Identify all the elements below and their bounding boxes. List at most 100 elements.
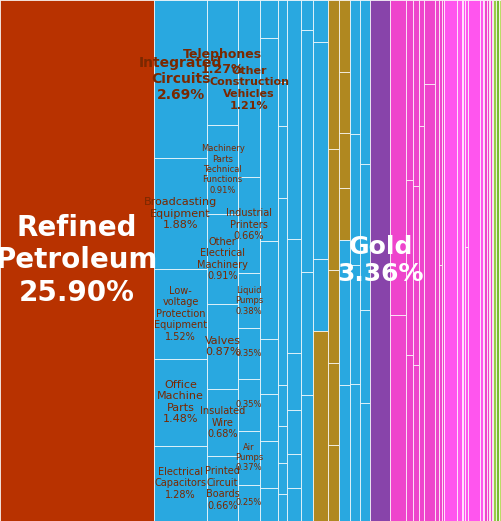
Bar [361, 310, 370, 403]
Bar [154, 358, 207, 445]
Bar [207, 214, 238, 304]
Text: Industrial
Printers
0.66%: Industrial Printers 0.66% [226, 208, 272, 241]
Text: Air
Pumps
0.37%: Air Pumps 0.37% [235, 443, 263, 473]
Bar [328, 149, 339, 270]
Bar [339, 0, 350, 72]
Bar [287, 488, 301, 521]
Bar [418, 126, 424, 521]
Text: Broadcasting
Equipment
1.88%: Broadcasting Equipment 1.88% [144, 197, 217, 230]
Bar [313, 259, 328, 331]
Bar [465, 247, 467, 521]
Bar [313, 42, 328, 259]
Bar [406, 0, 413, 180]
Bar [463, 0, 465, 521]
Bar [439, 265, 442, 521]
Bar [260, 441, 278, 488]
Text: Valves
0.87%: Valves 0.87% [205, 336, 240, 357]
Bar [207, 0, 238, 125]
Bar [278, 426, 287, 463]
Bar [260, 339, 278, 394]
Bar [361, 403, 370, 521]
Bar [287, 454, 301, 488]
Bar [207, 125, 238, 214]
Bar [154, 0, 207, 158]
Bar [499, 0, 501, 521]
Bar [238, 379, 260, 430]
Text: 0.35%: 0.35% [236, 350, 263, 358]
Bar [390, 315, 406, 521]
Bar [484, 0, 487, 521]
Bar [328, 363, 339, 445]
Bar [287, 0, 301, 240]
Bar [238, 328, 260, 379]
Bar [361, 0, 370, 164]
Bar [301, 395, 313, 521]
Text: 0.25%: 0.25% [236, 498, 263, 507]
Bar [287, 240, 301, 353]
Bar [301, 30, 313, 271]
Bar [207, 304, 238, 389]
Bar [490, 0, 492, 521]
Bar [238, 0, 260, 177]
Text: Office
Machine
Parts
1.48%: Office Machine Parts 1.48% [157, 380, 204, 425]
Text: Other
Construction
Vehicles
1.21%: Other Construction Vehicles 1.21% [209, 66, 289, 110]
Bar [260, 0, 278, 38]
Bar [238, 177, 260, 273]
Bar [442, 0, 444, 521]
Bar [207, 389, 238, 456]
Bar [350, 134, 361, 265]
Bar [350, 265, 361, 384]
Bar [493, 0, 496, 521]
Text: Gold
3.36%: Gold 3.36% [337, 234, 424, 287]
Bar [465, 0, 467, 247]
Bar [0, 0, 154, 521]
Bar [260, 488, 278, 521]
Bar [424, 0, 435, 83]
Text: Printed
Circuit
Boards
0.66%: Printed Circuit Boards 0.66% [205, 466, 240, 511]
Bar [278, 82, 287, 126]
Bar [492, 0, 493, 521]
Bar [278, 197, 287, 385]
Bar [278, 0, 287, 82]
Bar [413, 0, 418, 185]
Bar [154, 269, 207, 358]
Bar [301, 0, 313, 30]
Bar [370, 0, 390, 521]
Bar [339, 240, 350, 385]
Bar [287, 353, 301, 410]
Bar [439, 0, 442, 265]
Bar [418, 0, 424, 126]
Text: Liquid
Pumps
0.38%: Liquid Pumps 0.38% [235, 286, 263, 316]
Bar [339, 133, 350, 188]
Bar [328, 0, 339, 149]
Bar [457, 0, 461, 521]
Bar [390, 0, 406, 315]
Bar [350, 384, 361, 521]
Bar [339, 72, 350, 133]
Bar [278, 126, 287, 197]
Bar [496, 0, 499, 521]
Bar [313, 0, 328, 42]
Text: Machinery
Parts
Technical
Functions
0.91%: Machinery Parts Technical Functions 0.91… [201, 144, 244, 195]
Bar [406, 180, 413, 355]
Bar [238, 273, 260, 328]
Text: Refined
Petroleum
25.90%: Refined Petroleum 25.90% [0, 214, 158, 307]
Bar [480, 0, 483, 521]
Bar [313, 331, 328, 521]
Bar [489, 0, 490, 521]
Bar [406, 355, 413, 521]
Bar [287, 410, 301, 454]
Bar [339, 385, 350, 521]
Bar [413, 185, 418, 365]
Bar [154, 445, 207, 521]
Bar [278, 463, 287, 494]
Bar [328, 270, 339, 363]
Text: Electrical
Capacitors
1.28%: Electrical Capacitors 1.28% [155, 467, 206, 500]
Bar [328, 445, 339, 521]
Bar [435, 0, 439, 521]
Bar [467, 0, 468, 521]
Bar [361, 164, 370, 310]
Bar [413, 365, 418, 521]
Bar [483, 0, 484, 521]
Text: Insulated
Wire
0.68%: Insulated Wire 0.68% [200, 406, 245, 439]
